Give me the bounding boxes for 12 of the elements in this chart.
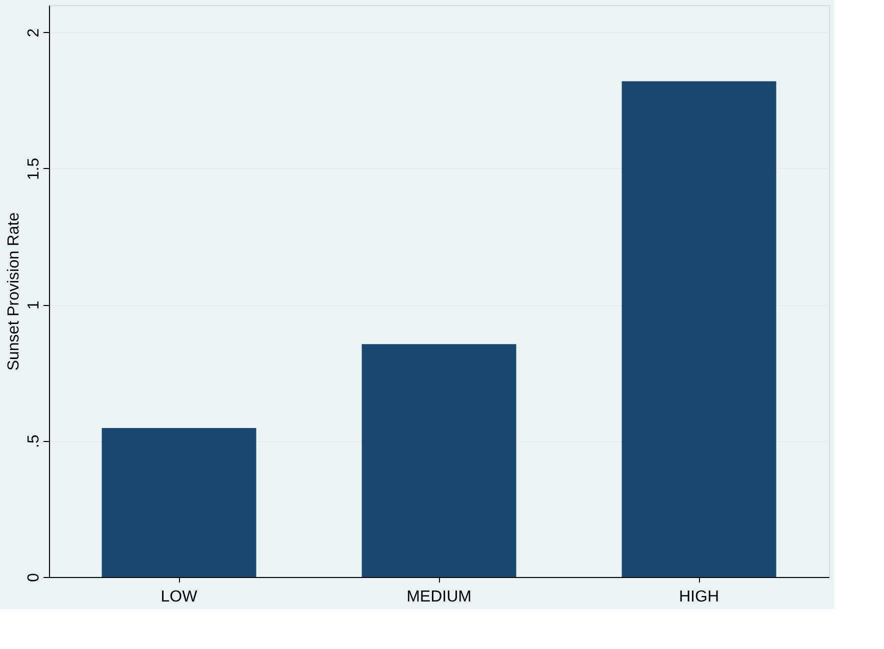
x-tick-label: LOW [160, 588, 198, 606]
y-tick-label: 0 [26, 572, 42, 582]
bar [362, 344, 516, 577]
x-tick-label: HIGH [679, 588, 719, 606]
y-tick-label: .5 [26, 434, 42, 448]
y-tick-label: 1.5 [26, 158, 42, 180]
bar [102, 428, 256, 577]
y-tick-label: 1 [26, 300, 42, 310]
x-tick-label: MEDIUM [406, 588, 472, 606]
y-tick-label: 2 [26, 28, 42, 38]
bar [622, 81, 776, 577]
y-axis-title: Sunset Provision Rate [6, 212, 22, 371]
